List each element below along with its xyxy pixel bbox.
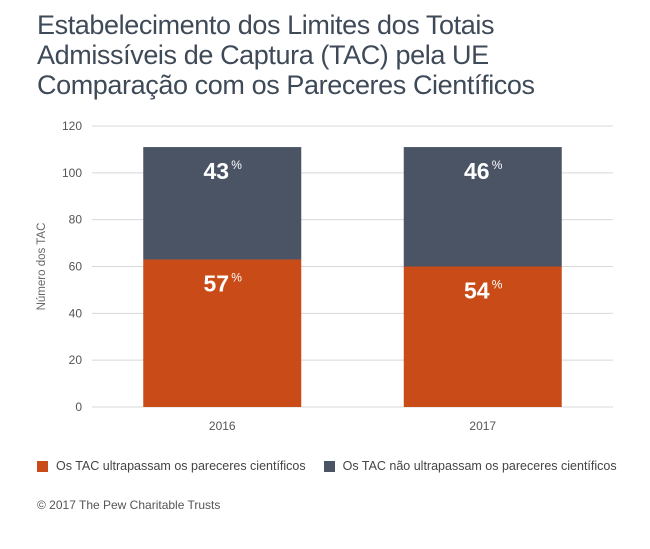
- y-axis-label: Número dos TAC: [36, 223, 48, 311]
- bar-segment: [403, 147, 562, 267]
- bar-percent-label: 57: [203, 270, 229, 296]
- bar-segment: [403, 266, 562, 407]
- title-line: Admissíveis de Captura (TAC) pela UE: [37, 40, 489, 70]
- chart-title: Estabelecimento dos Limites dos Totais A…: [37, 10, 637, 100]
- legend-swatch-exceed: [37, 460, 48, 472]
- y-tick-label: 100: [62, 166, 82, 180]
- legend: Os TAC ultrapassam os pareceres científi…: [37, 459, 637, 473]
- title-line: Comparação com os Pareceres Científicos: [37, 70, 535, 100]
- y-tick-label: 40: [69, 306, 83, 320]
- source-credit: © 2017 The Pew Charitable Trusts: [37, 498, 221, 512]
- y-tick-label: 80: [69, 213, 83, 227]
- legend-item-exceed: Os TAC ultrapassam os pareceres científi…: [37, 459, 306, 473]
- x-tick-label: 2016: [209, 419, 236, 433]
- bar-percent-label: 46: [464, 158, 490, 184]
- bar-segment: [143, 259, 302, 407]
- bar-percent-label: 54: [464, 278, 490, 304]
- percent-sign: %: [492, 158, 503, 172]
- percent-sign: %: [231, 270, 242, 284]
- title-line: Estabelecimento dos Limites dos Totais: [37, 10, 495, 40]
- bar-percent-label: 43: [203, 158, 229, 184]
- y-tick-label: 60: [69, 260, 83, 274]
- legend-label-not-exceed: Os TAC não ultrapassam os pareceres cien…: [342, 459, 617, 473]
- percent-sign: %: [231, 158, 242, 172]
- x-tick-label: 2017: [469, 419, 496, 433]
- legend-item-not-exceed: Os TAC não ultrapassam os pareceres cien…: [323, 459, 617, 473]
- y-tick-label: 20: [69, 353, 83, 367]
- legend-label-exceed: Os TAC ultrapassam os pareceres científi…: [56, 459, 306, 473]
- legend-swatch-not-exceed: [323, 460, 335, 472]
- percent-sign: %: [492, 278, 503, 292]
- y-tick-label: 0: [75, 400, 82, 414]
- bar-segment: [143, 147, 302, 260]
- y-tick-label: 120: [62, 119, 82, 133]
